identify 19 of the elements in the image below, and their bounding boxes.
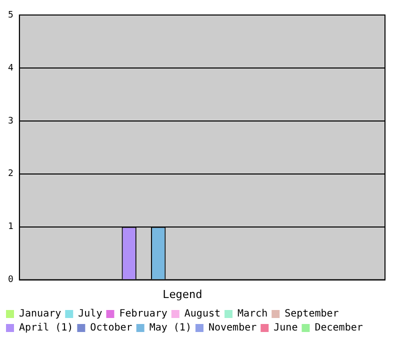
legend-label: July (78, 308, 102, 320)
legend-label: June (274, 322, 298, 334)
y-tick-label: 0 (8, 275, 14, 286)
legend-title: Legend (162, 288, 202, 302)
y-tick-label: 3 (8, 116, 14, 126)
legend-label: September (284, 308, 339, 320)
legend-label: April (1) (19, 322, 74, 334)
legend-label: May (1) (149, 322, 192, 334)
legend-label: October (90, 322, 132, 334)
legend-label: March (238, 308, 268, 320)
legend-label: August (184, 308, 221, 320)
legend-label: February (119, 308, 168, 320)
legend-label: December (314, 322, 363, 334)
y-tick-label: 4 (8, 63, 14, 74)
y-tick-label: 5 (8, 10, 14, 20)
y-tick-label: 2 (8, 169, 14, 180)
legend-label: November (208, 322, 257, 334)
legend-label: January (19, 308, 62, 320)
y-tick-label: 1 (8, 222, 14, 232)
